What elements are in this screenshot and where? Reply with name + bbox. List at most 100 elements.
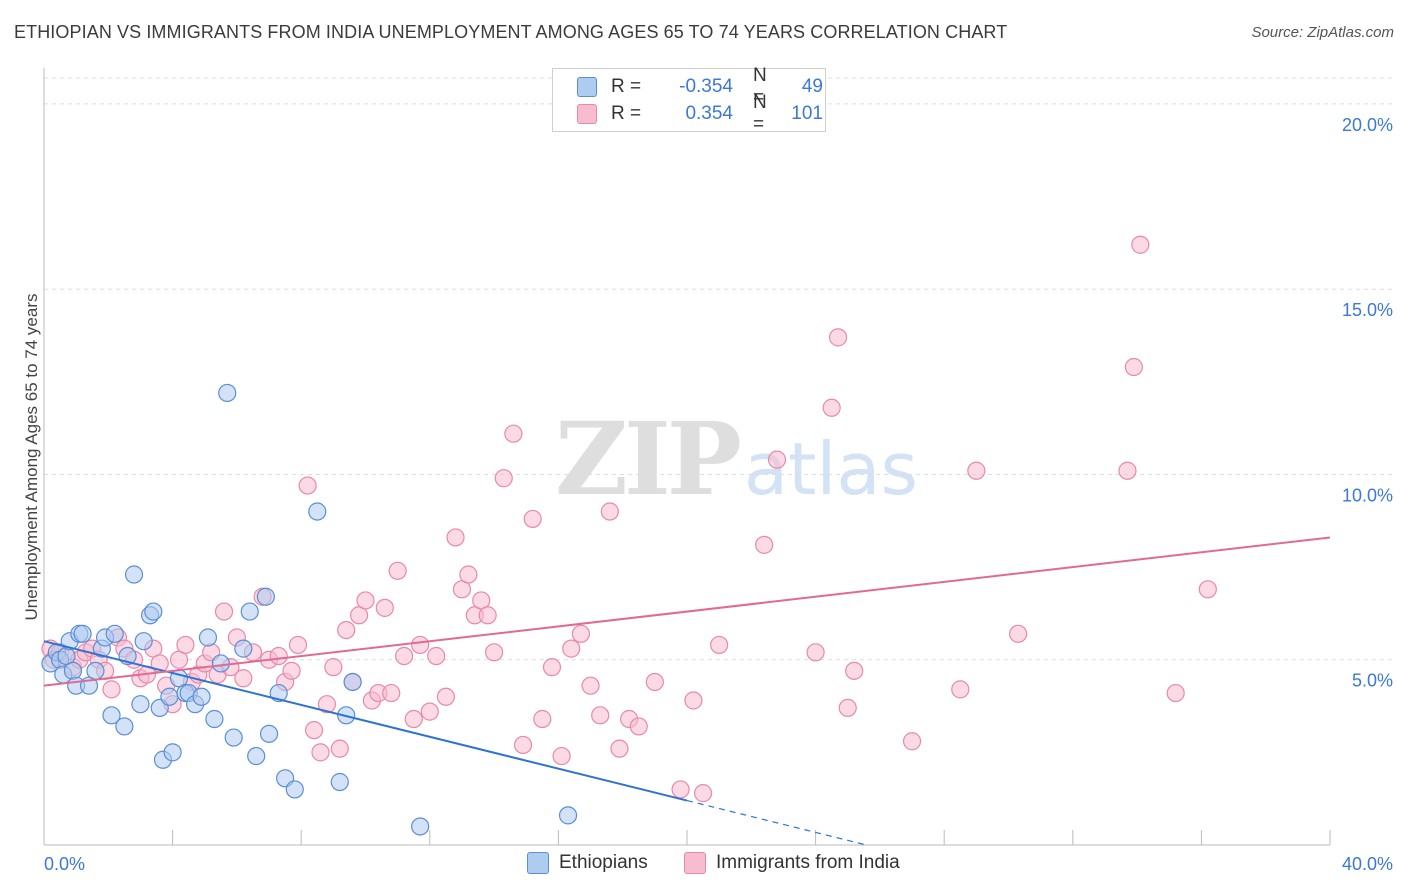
legend-swatch-pink <box>684 852 706 874</box>
data-point-india <box>581 676 600 695</box>
legend-r-value: -0.354 <box>679 76 733 97</box>
y-tick-label: 15.0% <box>1342 300 1393 320</box>
legend-n-value: 101 <box>791 103 823 124</box>
data-point-india <box>478 606 497 625</box>
legend-swatch-pink <box>577 104 597 124</box>
y-tick-label: 10.0% <box>1342 485 1393 505</box>
data-point-ethiopians <box>343 672 362 692</box>
data-point-india <box>436 687 455 706</box>
data-point-ethiopians <box>411 817 430 836</box>
data-point-india <box>356 591 375 610</box>
data-point-india <box>102 680 121 699</box>
data-point-ethiopians <box>558 806 578 825</box>
data-point-india <box>1009 624 1028 643</box>
data-point-ethiopians <box>218 383 237 403</box>
data-point-ethiopians <box>144 602 163 621</box>
data-point-india <box>1198 580 1217 599</box>
legend-row-india: R = 0.354 N = 101 <box>577 92 823 135</box>
y-tick-label: 5.0% <box>1352 671 1393 691</box>
data-point-india <box>411 635 430 655</box>
data-point-ethiopians <box>308 502 327 521</box>
legend-item-india[interactable]: Immigrants from India <box>684 852 900 874</box>
data-point-india <box>282 661 301 680</box>
x-tick-label: 0.0% <box>44 854 85 874</box>
chart-title: ETHIOPIAN VS IMMIGRANTS FROM INDIA UNEMP… <box>14 22 1008 42</box>
data-point-india <box>591 706 610 725</box>
data-point-india <box>311 743 330 762</box>
data-point-india <box>288 635 308 655</box>
data-point-india <box>269 646 288 666</box>
data-point-india <box>1131 235 1150 254</box>
data-point-india <box>967 461 986 480</box>
data-point-india <box>755 535 774 554</box>
source-credit: Source: ZipAtlas.com <box>1251 24 1394 41</box>
data-point-india <box>600 502 619 521</box>
data-point-india <box>214 602 234 621</box>
data-point-india <box>523 509 542 529</box>
data-point-india <box>485 643 504 662</box>
y-tick-label: 20.0% <box>1342 115 1393 135</box>
data-point-india <box>1166 683 1185 703</box>
trend-line-extension-ethiopians <box>686 799 864 845</box>
legend-item-ethiopians[interactable]: Ethiopians <box>527 852 648 874</box>
legend-label-ethiopians: Ethiopians <box>559 852 648 873</box>
data-point-ethiopians <box>247 746 266 766</box>
data-point-india <box>298 476 317 495</box>
data-point-india <box>693 784 713 803</box>
data-point-india <box>710 635 729 655</box>
data-point-ethiopians <box>259 724 279 743</box>
legend-label-india: Immigrants from India <box>716 852 900 873</box>
series-legend: Ethiopians Immigrants from India <box>0 852 1406 878</box>
data-point-india <box>404 709 423 729</box>
data-point-ethiopians <box>63 661 83 680</box>
legend-n-label: N = <box>753 65 767 108</box>
data-point-ethiopians <box>124 565 144 584</box>
data-point-india <box>382 683 401 703</box>
data-point-india <box>571 624 591 643</box>
data-point-ethiopians <box>134 632 153 651</box>
data-point-india <box>767 450 787 469</box>
correlation-legend: R = -0.354 N = 49 R = 0.354 N = 101 <box>552 65 826 135</box>
data-point-india <box>902 732 922 751</box>
data-point-india <box>504 424 523 443</box>
y-axis-label: Unemployment Among Ages 65 to 74 years <box>22 293 41 621</box>
legend-r-value: 0.354 <box>685 103 733 124</box>
data-point-india <box>388 561 407 580</box>
data-point-india <box>542 658 562 677</box>
x-tick-label: 40.0% <box>1342 854 1393 874</box>
data-point-india <box>829 328 848 347</box>
legend-n-label: N = <box>753 92 767 135</box>
data-point-india <box>176 635 195 655</box>
data-point-india <box>375 598 394 617</box>
data-point-india <box>838 698 857 718</box>
data-point-india <box>671 780 690 799</box>
data-point-ethiopians <box>102 706 121 725</box>
data-point-ethiopians <box>198 628 218 647</box>
data-point-india <box>684 691 703 710</box>
data-point-india <box>951 680 970 699</box>
data-point-india <box>1118 461 1137 480</box>
data-point-india <box>562 639 581 658</box>
data-point-ethiopians <box>160 687 179 706</box>
data-point-india <box>234 669 253 688</box>
data-point-india <box>610 739 629 758</box>
data-point-india <box>330 739 349 758</box>
legend-r-label: R = <box>611 103 642 124</box>
data-point-india <box>1124 357 1143 377</box>
data-point-ethiopians <box>211 654 230 673</box>
legend-swatch-blue <box>527 852 549 874</box>
data-point-ethiopians <box>73 624 92 643</box>
data-point-ethiopians <box>163 743 182 762</box>
data-point-india <box>629 717 648 736</box>
data-point-india <box>304 721 324 740</box>
data-point-india <box>337 620 356 640</box>
data-point-india <box>324 658 343 677</box>
data-point-india <box>806 643 825 662</box>
data-point-ethiopians <box>131 695 150 714</box>
data-point-india <box>533 709 552 729</box>
data-point-ethiopians <box>330 772 349 792</box>
data-point-ethiopians <box>86 661 105 680</box>
legend-swatch-blue <box>577 77 597 97</box>
data-point-ethiopians <box>224 728 243 747</box>
